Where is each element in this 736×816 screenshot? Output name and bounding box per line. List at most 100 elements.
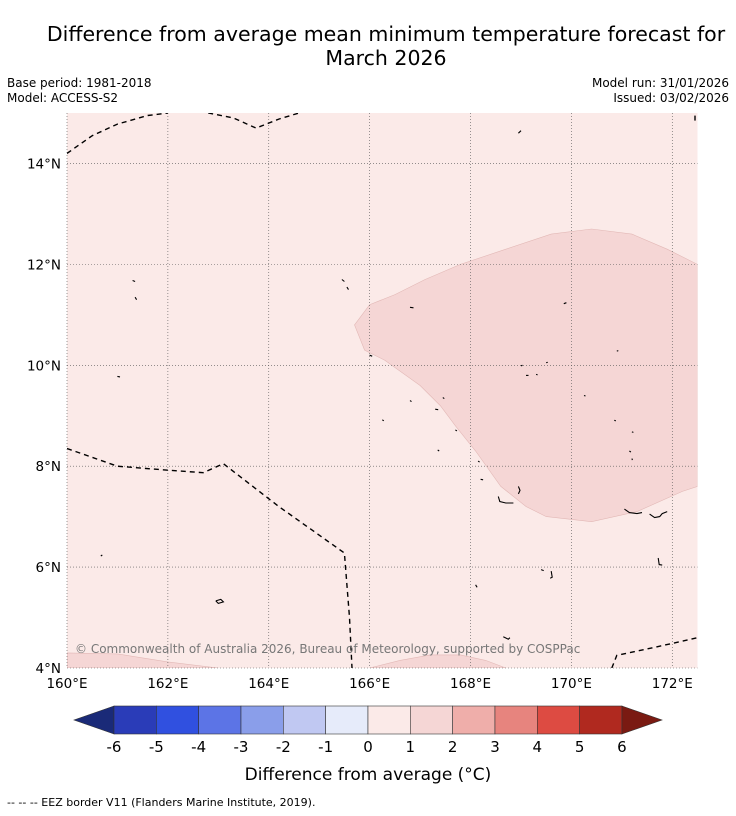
colorbar-swatch — [113, 705, 157, 735]
island-outline — [563, 302, 567, 305]
island-outline — [132, 279, 136, 283]
colorbar: -6 -5 -4 -3 -2 -1 0 1 2 3 4 5 6 — [73, 705, 663, 756]
eez-border-north-2 — [208, 113, 300, 129]
colorbar-tick-label: 3 — [490, 738, 500, 756]
gridlines — [66, 113, 698, 669]
island-outline — [517, 486, 521, 495]
lon-tick-label: 168°E — [450, 676, 491, 692]
island-outline — [624, 508, 643, 515]
island-outline — [381, 419, 385, 422]
colorbar-swatch — [325, 705, 369, 735]
colorbar-swatch — [283, 705, 326, 735]
island-outline — [117, 375, 121, 378]
meta-right: Model run: 31/01/2026 Issued: 03/02/2026 — [592, 76, 729, 106]
lon-tick-label: 162°E — [147, 676, 188, 692]
colorbar-swatch — [579, 705, 623, 735]
island-outline — [341, 279, 345, 282]
eez-border-north — [67, 113, 168, 154]
eez-border-southeast — [611, 637, 698, 668]
chart-title: Difference from average mean minimum tem… — [0, 22, 736, 70]
island-outline — [442, 397, 445, 400]
colorbar-tick-label: 4 — [533, 738, 543, 756]
eez-borders — [67, 113, 698, 668]
lon-tick-label: 172°E — [652, 676, 693, 692]
lat-tick-label: 14°N — [27, 156, 61, 172]
lat-tick-label: 8°N — [36, 459, 61, 475]
island-outline — [100, 554, 103, 557]
colorbar-tick-label: -2 — [276, 738, 291, 756]
island-outline — [583, 394, 586, 397]
lat-tick-label: 12°N — [27, 257, 61, 273]
island-outline — [475, 584, 478, 588]
meta-left: Base period: 1981-2018 Model: ACCESS-S2 — [7, 76, 152, 106]
island-outline — [409, 306, 414, 309]
lon-tick-label: 166°E — [349, 676, 390, 692]
anomaly-1-to-2-strip-west — [67, 652, 219, 668]
anomaly-1-to-2-strip-center — [369, 654, 506, 668]
island-outline — [369, 354, 373, 357]
island-outline — [520, 364, 523, 367]
colorbar-swatch — [198, 705, 242, 735]
island-outline — [480, 478, 484, 481]
colorbar-swatch — [494, 705, 538, 735]
lon-tick-label: 170°E — [551, 676, 592, 692]
island-outline — [503, 636, 511, 640]
island-outline — [614, 419, 616, 422]
colorbar-extend-high — [621, 705, 663, 735]
island-outline — [435, 408, 439, 411]
issued-date: Issued: 03/02/2026 — [613, 91, 729, 105]
eez-footnote: -- -- -- EEZ border V11 (Flanders Marine… — [7, 796, 316, 809]
colorbar-tick-label: -1 — [318, 738, 333, 756]
island-outline — [518, 130, 522, 134]
model-name: Model: ACCESS-S2 — [7, 91, 119, 105]
colorbar-swatch — [452, 705, 496, 735]
eez-border-west — [67, 447, 353, 668]
island-outline — [549, 571, 553, 579]
islands — [100, 130, 668, 640]
island-outline — [346, 286, 349, 290]
island-outline — [134, 296, 138, 300]
island-outline — [215, 598, 225, 605]
colorbar-tick-label: -4 — [191, 738, 206, 756]
colorbar-extend-low — [73, 705, 115, 735]
colorbar-swatch — [367, 705, 411, 735]
longitude-tick-labels: 160°E 162°E 164°E 166°E 168°E 170°E 172°E — [46, 676, 692, 692]
colorbar-tick-label: -3 — [234, 738, 249, 756]
colorbar-tick-label: -5 — [149, 738, 164, 756]
island-outline — [409, 400, 412, 403]
colorbar-tick-label: 6 — [617, 738, 627, 756]
title-line-2: March 2026 — [325, 46, 447, 70]
colorbar-tick-label: 0 — [363, 738, 373, 756]
model-run: Model run: 31/01/2026 — [591, 76, 729, 90]
lat-tick-label: 10°N — [27, 358, 61, 374]
island-outline — [657, 557, 663, 566]
island-outline — [545, 361, 548, 364]
lat-tick-label: 6°N — [36, 560, 61, 576]
colorbar-tick-label: 2 — [448, 738, 458, 756]
lat-tick-label: 4°N — [36, 661, 61, 677]
colorbar-swatch — [240, 705, 284, 735]
island-outline — [649, 511, 668, 519]
colorbar-label: Difference from average (°C) — [245, 765, 492, 785]
island-outline — [631, 458, 633, 461]
island-outline — [540, 569, 544, 572]
island-outline — [629, 450, 632, 453]
colorbar-swatch — [536, 705, 580, 735]
colorbar-tick-label: -6 — [107, 738, 122, 756]
latitude-tick-labels: 4°N 6°N 8°N 10°N 12°N 14°N — [27, 156, 61, 677]
lon-tick-label: 160°E — [46, 676, 87, 692]
copyright-text: © Commonwealth of Australia 2026, Bureau… — [75, 642, 580, 656]
island-outline — [631, 431, 634, 433]
lon-tick-label: 164°E — [248, 676, 289, 692]
colorbar-swatch — [410, 705, 453, 735]
colorbar-tick-label: 1 — [406, 738, 416, 756]
island-outline — [616, 350, 619, 352]
base-period: Base period: 1981-2018 — [7, 76, 152, 90]
island-outline — [497, 496, 514, 504]
colorbar-swatch — [156, 705, 199, 735]
island-outline — [477, 460, 480, 463]
island-outline — [455, 429, 458, 432]
island-outline — [535, 373, 538, 376]
island-outline — [437, 449, 440, 452]
